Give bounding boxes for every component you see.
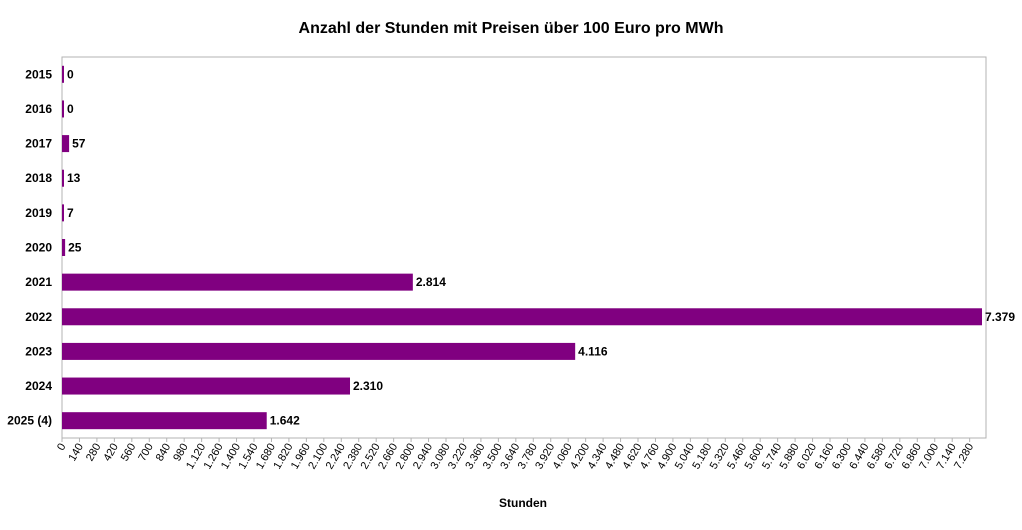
- x-tick-label: 560: [119, 442, 139, 464]
- x-tick-label: 140: [66, 442, 86, 464]
- x-tick-label: 280: [84, 442, 104, 464]
- category-label: 2022: [25, 310, 52, 324]
- plot-area: [61, 56, 987, 439]
- bar-2019: [62, 204, 64, 222]
- bar-2018: [62, 169, 64, 187]
- category-label: 2019: [25, 206, 52, 220]
- value-label: 2.814: [416, 275, 446, 289]
- x-tick-label: 420: [101, 442, 121, 464]
- bar-2022: [62, 308, 982, 326]
- x-axis-label: Stunden: [499, 496, 547, 510]
- category-label: 2016: [25, 102, 52, 116]
- category-label: 2015: [25, 67, 52, 81]
- x-tick-label: 700: [136, 442, 156, 464]
- category-label: 2023: [25, 344, 52, 358]
- x-axis-ticks: 01402804205607008409801.1201.2601.4001.5…: [55, 438, 976, 471]
- bar-2015: [62, 65, 64, 83]
- value-label: 0: [67, 102, 74, 116]
- value-label: 7.379: [985, 310, 1015, 324]
- bar-2023: [62, 342, 576, 360]
- value-label: 57: [72, 137, 86, 151]
- chart-title: Anzahl der Stunden mit Preisen über 100 …: [298, 20, 724, 37]
- bar-2024: [62, 377, 351, 395]
- x-tick-label: 0: [55, 442, 68, 453]
- value-label: 0: [67, 67, 74, 81]
- value-label: 1.642: [270, 414, 300, 428]
- value-label: 25: [68, 241, 82, 255]
- value-labels: 0 0 57 13 7 25 2.814 7.379 4.116 2.310 1.642: [67, 67, 1015, 427]
- category-label: 2025 (4): [7, 414, 52, 428]
- category-label: 2024: [25, 379, 52, 393]
- value-label: 13: [67, 171, 81, 185]
- category-label: 2020: [25, 241, 52, 255]
- bar-2017: [62, 135, 70, 153]
- value-label: 7: [67, 206, 74, 220]
- bar-2021: [62, 273, 413, 291]
- bar-2025-4: [62, 412, 267, 430]
- bar-2016: [62, 100, 64, 118]
- x-tick-label: 840: [154, 442, 174, 464]
- category-label: 2018: [25, 171, 52, 185]
- category-labels: 2015 2016 2017 2018 2019 2020 2021 2022 2023 2024…: [7, 67, 52, 427]
- category-label: 2017: [25, 137, 52, 151]
- value-label: 4.116: [578, 344, 608, 358]
- value-label: 2.310: [353, 379, 383, 393]
- bar-2020: [62, 239, 66, 256]
- category-label: 2021: [25, 275, 52, 289]
- bars-group: [62, 65, 982, 430]
